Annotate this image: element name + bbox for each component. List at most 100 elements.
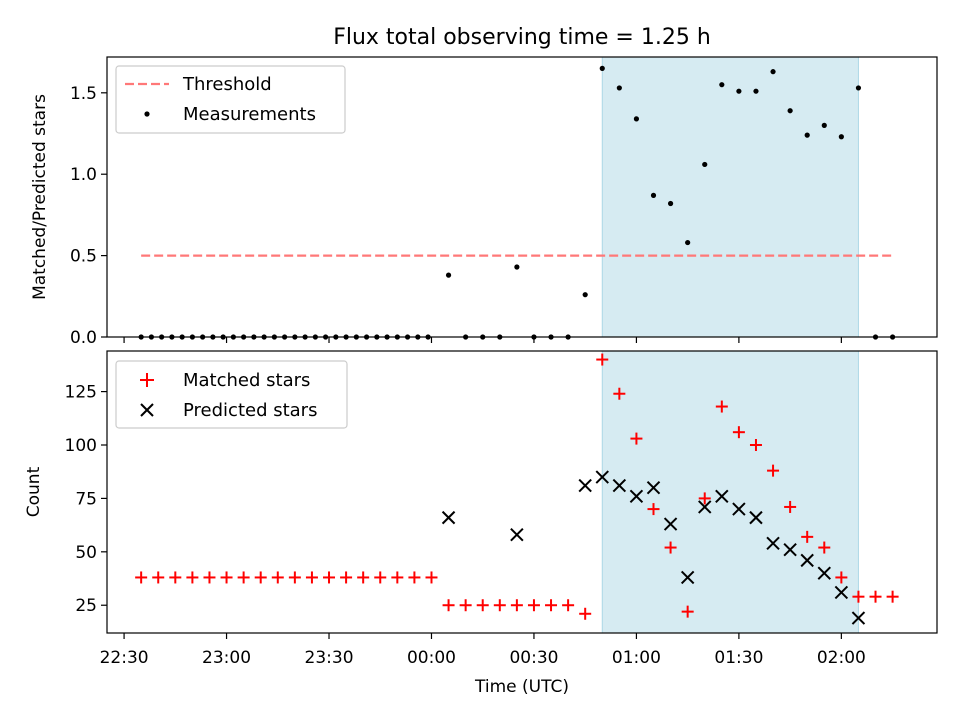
matched-star-point (852, 590, 865, 603)
predicted-star-point (441, 510, 456, 525)
matched-star-point (203, 571, 216, 584)
measurement-point (633, 116, 640, 122)
top-x-ticks (123, 337, 842, 343)
chart-title: Flux total observing time = 1.25 h (333, 25, 711, 50)
matched-star-point (630, 432, 643, 445)
predicted-star-point (595, 470, 609, 484)
matched-star-point (784, 500, 797, 513)
matched-star-point (681, 605, 694, 618)
top-legend: Threshold Measurements (115, 65, 346, 134)
predicted-star-point (766, 536, 780, 550)
top-highlight-span (601, 56, 859, 338)
predicted-star-point (800, 553, 814, 568)
legend-predicted-label: Predicted stars (183, 400, 317, 421)
matched-star-point (305, 571, 318, 584)
measurement-point (821, 122, 827, 128)
legend-threshold-label: Threshold (182, 74, 272, 95)
matched-star-point (374, 571, 387, 584)
y-tick-label: 1.5 (70, 84, 97, 104)
measurement-point (753, 88, 759, 94)
matched-stars-points (135, 353, 899, 620)
bottom-legend: Matched stars Predicted stars (115, 360, 348, 429)
matched-star-point (459, 599, 472, 612)
matched-star-point (545, 599, 558, 612)
predicted-star-point (715, 489, 729, 503)
measurement-point (650, 192, 657, 198)
bottom-axes-frame (106, 350, 938, 634)
top-axes-frame (106, 56, 938, 338)
x-tick-label: 00:00 (407, 648, 456, 668)
matched-star-point (288, 571, 301, 584)
x-tick-label: 22:30 (100, 648, 149, 668)
measurement-point (787, 108, 793, 114)
top-legend-box (115, 65, 346, 134)
matched-star-point (425, 571, 438, 584)
matched-star-point (271, 571, 284, 584)
matched-star-point (596, 353, 609, 366)
y-tick-label: 25 (75, 596, 97, 616)
measurement-point (582, 292, 588, 298)
matched-star-point (818, 541, 831, 554)
measurement-point (667, 200, 674, 207)
bottom-legend-box (115, 360, 348, 429)
y-tick-label: 100 (65, 436, 97, 456)
x-tick-label: 23:00 (202, 648, 251, 668)
matched-star-point (869, 590, 882, 603)
matched-star-point (442, 599, 455, 612)
measurement-point (702, 161, 708, 168)
predicted-star-point (732, 502, 746, 516)
legend-predicted-swatch (140, 403, 154, 417)
matched-star-point (767, 464, 780, 477)
matched-star-point (476, 599, 489, 612)
matched-star-point (237, 571, 250, 584)
matched-star-point (169, 571, 182, 584)
predicted-star-point (783, 542, 797, 557)
predicted-stars-points (441, 470, 866, 625)
matched-star-point (664, 541, 677, 554)
bottom-panel: 25 50 75 100 125 22:30 23:00 23:30 00:00 00:30 01… (24, 350, 938, 697)
y-tick-label: 0.0 (70, 328, 97, 348)
matched-star-point (886, 590, 899, 603)
matched-star-point (562, 599, 575, 612)
matched-star-point (340, 571, 353, 584)
legend-matched-swatch (140, 373, 154, 387)
y-tick-label: 0.5 (70, 247, 97, 267)
predicted-star-point (646, 481, 661, 495)
measurement-point (616, 85, 622, 91)
matched-star-point (135, 571, 148, 584)
bottom-x-ticks: 22:30 23:00 23:30 00:00 00:30 01:00 01:30 02:00 (100, 633, 866, 668)
matched-star-point (510, 599, 523, 612)
matched-star-point (493, 599, 506, 612)
matched-star-point (152, 571, 165, 584)
predicted-star-point (698, 500, 712, 514)
measurement-point (514, 264, 520, 270)
matched-star-point (220, 571, 233, 584)
matched-star-point (408, 571, 421, 584)
bottom-highlight-span (601, 350, 859, 634)
measurement-point (685, 239, 691, 246)
measurement-point (719, 82, 725, 88)
x-axis-label: Time (UTC) (474, 677, 569, 697)
matched-star-point (801, 530, 814, 543)
x-tick-label: 00:30 (509, 648, 558, 668)
matched-star-point (647, 503, 660, 516)
predicted-star-point (510, 528, 524, 542)
bottom-y-axis-label: Count (24, 466, 44, 517)
matched-star-point (732, 426, 745, 439)
predicted-star-point (629, 489, 644, 503)
measurement-point (804, 132, 810, 138)
predicted-star-point (578, 478, 592, 493)
top-panel: 0.0 0.5 1.0 1.5 Matched/Predicted stars Thr… (30, 56, 938, 348)
y-tick-label: 50 (75, 543, 97, 563)
legend-measurements-swatch (144, 111, 150, 117)
y-tick-label: 125 (65, 383, 97, 403)
legend-measurements-label: Measurements (183, 104, 316, 125)
bottom-y-ticks: 25 50 75 100 125 (65, 383, 107, 616)
matched-star-point (391, 571, 404, 584)
matched-star-point (749, 439, 762, 451)
y-tick-label: 1.0 (70, 165, 97, 185)
measurement-point (855, 85, 862, 91)
matched-star-point (579, 607, 592, 620)
measurement-point (445, 272, 452, 278)
